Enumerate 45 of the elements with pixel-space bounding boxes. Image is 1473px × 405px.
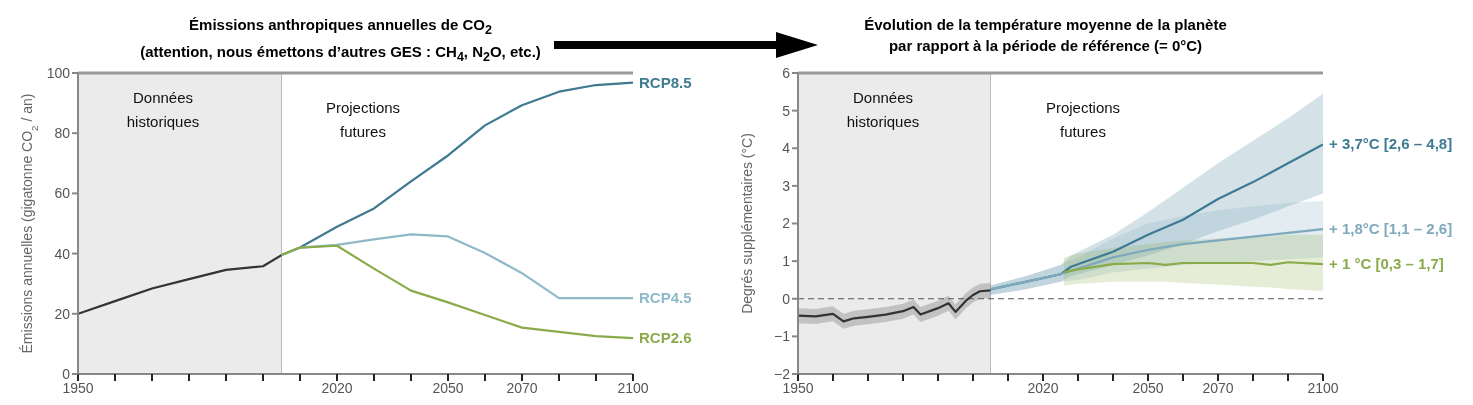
y-tick-label: 1 [782, 253, 791, 270]
y-tick-label: 80 [54, 125, 71, 142]
band-label: Données historiques [126, 89, 200, 130]
y-tick-label: 100 [46, 64, 71, 81]
y-tick-label: 2 [782, 215, 791, 232]
line-series [78, 254, 283, 315]
x-tick-label: 2100 [1307, 379, 1339, 396]
band-label: Données historiques [846, 89, 920, 130]
y-tick-label: 0 [782, 290, 791, 307]
line-series [1062, 261, 1323, 274]
annotation: Projections futures [1044, 98, 1122, 142]
y-tick-label: 4 [782, 140, 791, 157]
chart-title: Émissions anthropiques annuelles de CO$_{2}$ [188, 15, 493, 39]
y-tick-label: 3 [782, 177, 791, 194]
y-tick-label: 0 [62, 365, 71, 382]
x-tick-label: 2020 [1027, 379, 1059, 396]
series-label: + 1 °C [0,3 – 1,7] [1329, 255, 1444, 273]
x-tick-label: 2070 [506, 379, 538, 396]
y-tick-label: 40 [54, 245, 71, 262]
x-tick-label: 2070 [1202, 379, 1234, 396]
chart-subtitle: (attention, nous émettons d’autres GES : CH$_{4}$, N$_{2}$O, etc.) [140, 43, 541, 64]
x-tick-label: 2100 [617, 379, 649, 396]
y-tick-label: −1 [774, 328, 791, 345]
annotation: Projections futures [324, 98, 402, 142]
x-tick-label: 2020 [321, 379, 353, 396]
line-series [798, 289, 992, 323]
chart-subtitle: par rapport à la période de référence (= 0°C) [887, 36, 1204, 56]
series-label: RCP8.5 [639, 73, 692, 91]
y-tick-label: −2 [774, 365, 791, 382]
x-tick-label: 1950 [62, 379, 94, 396]
x-tick-label: 1950 [782, 379, 814, 396]
x-tick-label: 2050 [1132, 379, 1164, 396]
line-series [280, 244, 633, 340]
series-label: RCP4.5 [639, 289, 692, 307]
y-tick-label: 20 [54, 305, 71, 322]
x-tick-label: 2050 [432, 379, 464, 396]
y-tick-label: 60 [54, 185, 71, 202]
line-series [989, 228, 1323, 291]
series-label: RCP2.6 [639, 329, 692, 347]
y-tick-label: 5 [782, 102, 791, 119]
y-axis-title: Degrés supplémentaires (°C) [739, 133, 755, 314]
y-tick-label: 6 [782, 64, 791, 81]
series-label: + 3,7°C [2,6 – 4,8] [1329, 135, 1453, 153]
chart-title: Évolution de la température moyenne de la planète [863, 15, 1228, 35]
series-label: + 1,8°C [1,1 – 2,6] [1329, 220, 1453, 238]
